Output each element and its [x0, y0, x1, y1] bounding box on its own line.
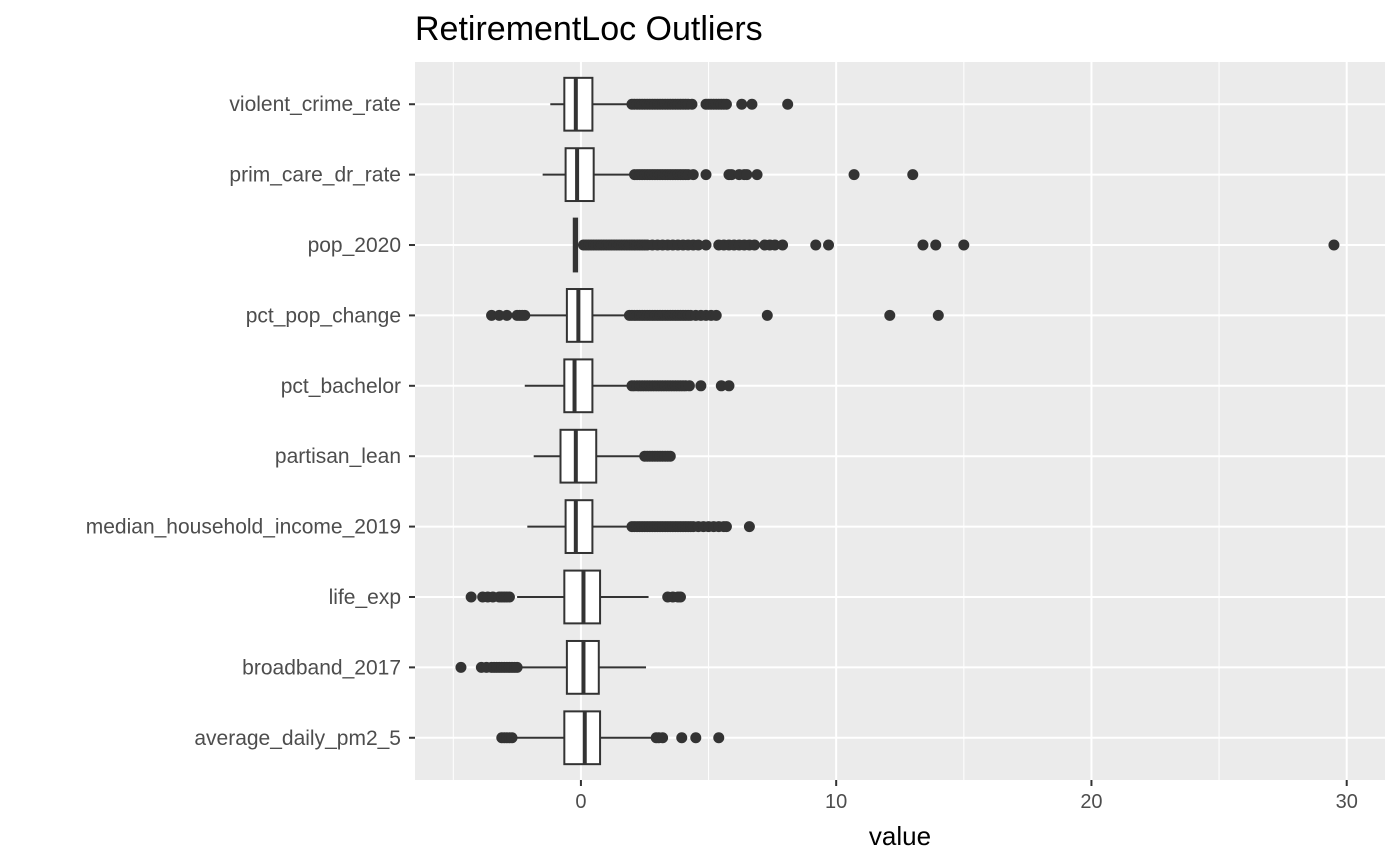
y-tick-label: pct_pop_change	[246, 304, 401, 327]
outlier-point	[823, 239, 835, 251]
iqr-box	[564, 499, 594, 554]
outlier-point	[884, 309, 896, 321]
chart-title: RetirementLoc Outliers	[415, 10, 763, 48]
box-prim_care_dr_rate	[542, 147, 919, 203]
outlier-point	[486, 309, 498, 321]
outlier-point	[664, 450, 676, 462]
y-tick-label: violent_crime_rate	[229, 93, 401, 116]
outlier-point	[723, 380, 735, 392]
outlier-point	[686, 98, 698, 110]
y-tick-label: average_daily_pm2_5	[194, 727, 401, 750]
outlier-point	[519, 309, 531, 321]
boxplot-series	[455, 76, 1340, 766]
box-violent_crime_rate	[550, 76, 794, 132]
outlier-point	[676, 732, 688, 744]
iqr-box	[563, 76, 594, 132]
outlier-point	[720, 98, 732, 110]
minor-gridlines	[452, 62, 1220, 780]
outlier-point	[1328, 239, 1340, 251]
outlier-point	[657, 732, 669, 744]
box-partisan_lean	[533, 428, 676, 484]
outlier-point	[726, 169, 738, 181]
y-tick-label: life_exp	[329, 586, 401, 609]
outlier-point	[506, 732, 518, 744]
y-tick-label: pct_bachelor	[281, 375, 401, 398]
outlier-point	[720, 521, 732, 533]
outlier-point	[501, 309, 513, 321]
box-life_exp	[465, 569, 686, 625]
outlier-point	[769, 239, 781, 251]
x-tick-label: 0	[575, 791, 586, 813]
outlier-point	[741, 169, 753, 181]
y-tick-label: partisan_lean	[275, 445, 401, 468]
iqr-box	[559, 428, 598, 484]
outlier-point	[746, 98, 758, 110]
box-pct_pop_change	[486, 288, 944, 343]
outlier-point	[917, 239, 929, 251]
outlier-point	[777, 239, 789, 251]
y-tick-label: prim_care_dr_rate	[229, 164, 401, 187]
outlier-point	[493, 309, 505, 321]
x-tick-label: 30	[1336, 791, 1358, 813]
outlier-point	[690, 732, 702, 744]
outlier-point	[743, 521, 755, 533]
outlier-point	[907, 169, 919, 181]
outlier-point	[958, 239, 970, 251]
outlier-point	[710, 309, 722, 321]
outlier-point	[455, 661, 467, 673]
outlier-point	[700, 169, 712, 181]
outlier-point	[848, 169, 860, 181]
outlier-point	[683, 380, 695, 392]
outlier-point	[782, 98, 794, 110]
outlier-point	[751, 169, 763, 181]
outlier-point	[465, 591, 477, 603]
plot-panel	[415, 62, 1385, 780]
y-tick-label: median_household_income_2019	[86, 516, 401, 539]
box-median_household_income_2019	[527, 499, 755, 554]
outlier-point	[700, 239, 712, 251]
box-average_daily_pm2_5	[496, 710, 725, 766]
box-pct_bachelor	[524, 358, 735, 414]
box-pop_2020	[572, 217, 1340, 273]
outlier-point	[692, 239, 704, 251]
outlier-point	[713, 732, 725, 744]
outlier-point	[503, 591, 515, 603]
outlier-point	[930, 239, 942, 251]
outlier-point	[761, 309, 773, 321]
y-axis: violent_crime_rate prim_care_dr_rate pop_2…	[86, 93, 415, 750]
outlier-point	[810, 239, 822, 251]
outlier-point	[715, 380, 727, 392]
y-tick-label: broadband_2017	[242, 656, 401, 679]
x-axis-title: value	[869, 821, 931, 851]
outlier-point	[736, 98, 748, 110]
outlier-point	[695, 380, 707, 392]
outlier-point	[511, 661, 523, 673]
outlier-point	[674, 591, 686, 603]
iqr-box	[564, 147, 595, 203]
iqr-box	[563, 710, 602, 766]
outlier-point	[749, 239, 760, 251]
y-tick-label: pop_2020	[308, 234, 401, 257]
x-tick-label: 20	[1080, 791, 1102, 813]
box-broadband_2017	[455, 639, 647, 695]
iqr-box	[563, 358, 594, 414]
outlier-point	[687, 169, 699, 181]
x-axis: 0 10 20 30	[575, 780, 1358, 813]
x-tick-label: 10	[825, 791, 847, 813]
outlier-point	[932, 309, 944, 321]
